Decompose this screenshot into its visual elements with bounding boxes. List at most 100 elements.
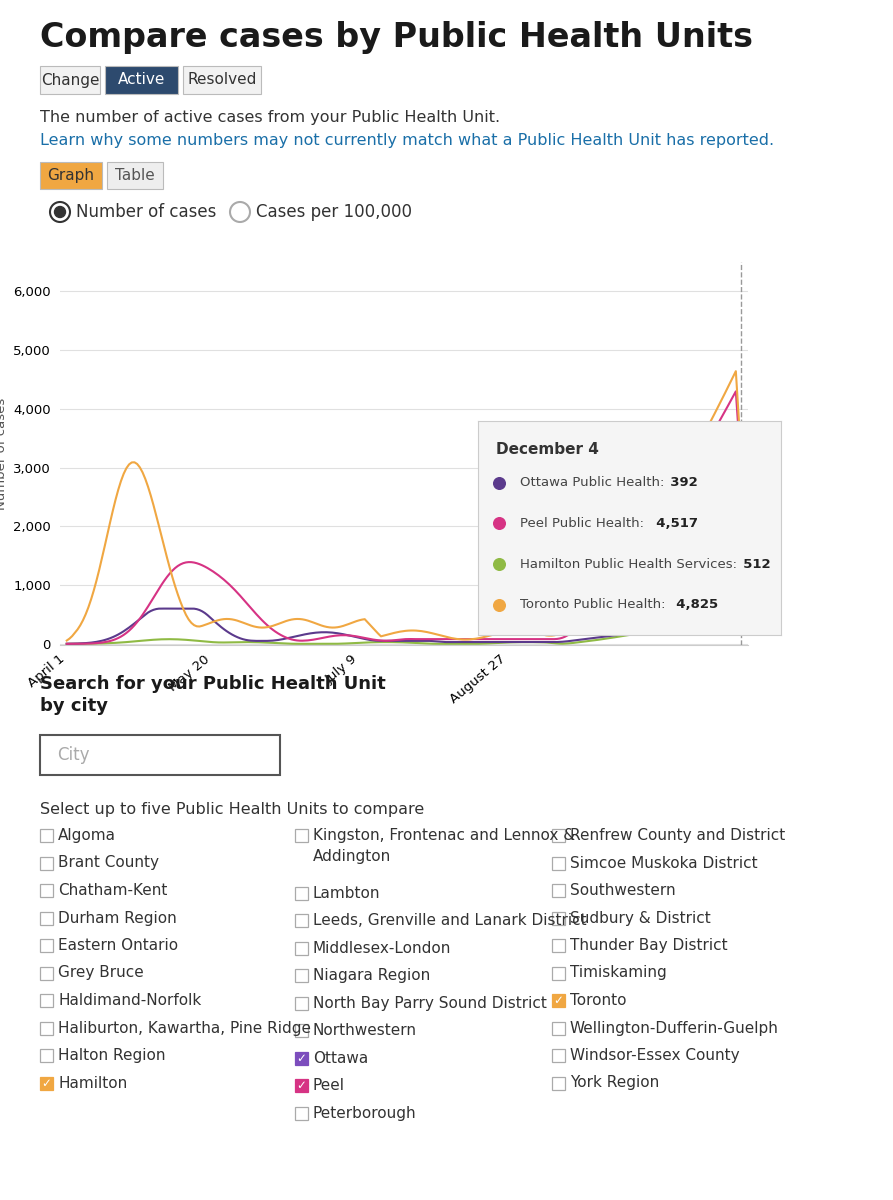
FancyBboxPatch shape bbox=[552, 1049, 565, 1062]
Text: Compare cases by Public Health Units: Compare cases by Public Health Units bbox=[40, 22, 753, 54]
Text: Southwestern: Southwestern bbox=[570, 883, 676, 898]
Text: 4,517: 4,517 bbox=[647, 517, 698, 530]
FancyBboxPatch shape bbox=[552, 994, 565, 1007]
FancyBboxPatch shape bbox=[552, 884, 565, 898]
FancyBboxPatch shape bbox=[295, 887, 308, 900]
FancyBboxPatch shape bbox=[552, 857, 565, 870]
Text: Toronto: Toronto bbox=[570, 994, 627, 1008]
Text: Sudbury & District: Sudbury & District bbox=[570, 911, 711, 925]
Text: Eastern Ontario: Eastern Ontario bbox=[58, 938, 178, 953]
Text: Lambton: Lambton bbox=[313, 886, 380, 901]
Text: Timiskaming: Timiskaming bbox=[570, 966, 667, 980]
FancyBboxPatch shape bbox=[295, 1079, 308, 1092]
Point bbox=[734, 614, 748, 634]
FancyBboxPatch shape bbox=[295, 1025, 308, 1037]
FancyBboxPatch shape bbox=[295, 970, 308, 983]
FancyBboxPatch shape bbox=[295, 1106, 308, 1120]
Text: Haliburton, Kawartha, Pine Ridge: Haliburton, Kawartha, Pine Ridge bbox=[58, 1020, 311, 1036]
Text: Resolved: Resolved bbox=[188, 72, 256, 88]
Text: 512: 512 bbox=[734, 558, 771, 571]
Text: Algoma: Algoma bbox=[58, 828, 116, 842]
Text: Learn why some numbers may not currently match what a Public Health Unit has rep: Learn why some numbers may not currently… bbox=[40, 133, 774, 148]
Text: Graph: Graph bbox=[47, 168, 95, 184]
Text: York Region: York Region bbox=[570, 1075, 659, 1091]
Text: Ottawa: Ottawa bbox=[313, 1051, 368, 1066]
Text: ✓: ✓ bbox=[296, 1079, 306, 1092]
Text: Table: Table bbox=[115, 168, 154, 184]
Text: 392: 392 bbox=[661, 476, 697, 490]
Text: Renfrew County and District: Renfrew County and District bbox=[570, 828, 785, 842]
Text: Durham Region: Durham Region bbox=[58, 911, 177, 925]
FancyBboxPatch shape bbox=[40, 857, 53, 870]
Text: Select up to five Public Health Units to compare: Select up to five Public Health Units to… bbox=[40, 802, 424, 817]
Text: Kingston, Frontenac and Lennox &: Kingston, Frontenac and Lennox & bbox=[313, 828, 575, 842]
FancyBboxPatch shape bbox=[107, 162, 163, 190]
Point bbox=[492, 595, 506, 614]
FancyBboxPatch shape bbox=[295, 914, 308, 928]
Text: Halton Region: Halton Region bbox=[58, 1048, 165, 1063]
FancyBboxPatch shape bbox=[295, 1051, 308, 1064]
FancyBboxPatch shape bbox=[40, 938, 53, 952]
FancyBboxPatch shape bbox=[40, 66, 100, 94]
FancyBboxPatch shape bbox=[552, 1076, 565, 1090]
Text: Search for your Public Health Unit: Search for your Public Health Unit bbox=[40, 674, 386, 692]
Text: Simcoe Muskoka District: Simcoe Muskoka District bbox=[570, 856, 757, 870]
FancyBboxPatch shape bbox=[40, 912, 53, 924]
Circle shape bbox=[54, 206, 65, 217]
FancyBboxPatch shape bbox=[552, 966, 565, 979]
Text: Peterborough: Peterborough bbox=[313, 1105, 417, 1121]
Text: 4,825: 4,825 bbox=[667, 599, 718, 612]
Text: Hamilton Public Health Services:: Hamilton Public Health Services: bbox=[521, 558, 738, 571]
Text: Chatham-Kent: Chatham-Kent bbox=[58, 883, 167, 898]
Text: Number of cases: Number of cases bbox=[76, 203, 216, 221]
Text: Peel: Peel bbox=[313, 1079, 345, 1093]
FancyBboxPatch shape bbox=[40, 966, 53, 979]
Circle shape bbox=[230, 202, 250, 222]
Text: Cases per 100,000: Cases per 100,000 bbox=[256, 203, 412, 221]
Text: Ottawa Public Health:: Ottawa Public Health: bbox=[521, 476, 664, 490]
FancyBboxPatch shape bbox=[40, 1049, 53, 1062]
Point bbox=[492, 514, 506, 533]
FancyBboxPatch shape bbox=[40, 884, 53, 898]
Text: Active: Active bbox=[118, 72, 165, 88]
Text: Windsor-Essex County: Windsor-Essex County bbox=[570, 1048, 739, 1063]
FancyBboxPatch shape bbox=[40, 1076, 53, 1090]
FancyBboxPatch shape bbox=[552, 938, 565, 952]
Point bbox=[734, 449, 748, 468]
Point bbox=[734, 462, 748, 481]
FancyBboxPatch shape bbox=[552, 1021, 565, 1034]
FancyBboxPatch shape bbox=[40, 734, 280, 775]
Text: Toronto Public Health:: Toronto Public Health: bbox=[521, 599, 666, 612]
Text: The number of active cases from your Public Health Unit.: The number of active cases from your Pub… bbox=[40, 110, 505, 125]
Text: Wellington-Dufferin-Guelph: Wellington-Dufferin-Guelph bbox=[570, 1020, 779, 1036]
Text: Northwestern: Northwestern bbox=[313, 1024, 417, 1038]
Text: Hamilton: Hamilton bbox=[58, 1075, 127, 1091]
Text: City: City bbox=[57, 746, 89, 764]
Text: Addington: Addington bbox=[313, 848, 391, 864]
FancyBboxPatch shape bbox=[183, 66, 261, 94]
Point bbox=[492, 554, 506, 574]
Y-axis label: Number of cases: Number of cases bbox=[0, 397, 8, 510]
Text: ✓: ✓ bbox=[42, 1076, 52, 1090]
Text: ✓: ✓ bbox=[296, 1051, 306, 1064]
FancyBboxPatch shape bbox=[40, 162, 102, 190]
Text: December 4: December 4 bbox=[496, 442, 599, 457]
Point bbox=[734, 618, 748, 637]
Text: Thunder Bay District: Thunder Bay District bbox=[570, 938, 728, 953]
Text: Haldimand-Norfolk: Haldimand-Norfolk bbox=[58, 994, 201, 1008]
Text: Change: Change bbox=[41, 72, 99, 88]
FancyBboxPatch shape bbox=[552, 829, 565, 842]
FancyBboxPatch shape bbox=[295, 942, 308, 955]
Text: ✓: ✓ bbox=[554, 994, 563, 1007]
FancyBboxPatch shape bbox=[552, 912, 565, 924]
Text: Niagara Region: Niagara Region bbox=[313, 968, 430, 983]
FancyBboxPatch shape bbox=[40, 829, 53, 842]
Text: Brant County: Brant County bbox=[58, 856, 159, 870]
FancyBboxPatch shape bbox=[40, 1021, 53, 1034]
Point bbox=[492, 473, 506, 492]
Text: Middlesex-London: Middlesex-London bbox=[313, 941, 451, 955]
Text: North Bay Parry Sound District: North Bay Parry Sound District bbox=[313, 996, 547, 1010]
Text: Grey Bruce: Grey Bruce bbox=[58, 966, 144, 980]
FancyBboxPatch shape bbox=[40, 994, 53, 1007]
Text: Peel Public Health:: Peel Public Health: bbox=[521, 517, 644, 530]
